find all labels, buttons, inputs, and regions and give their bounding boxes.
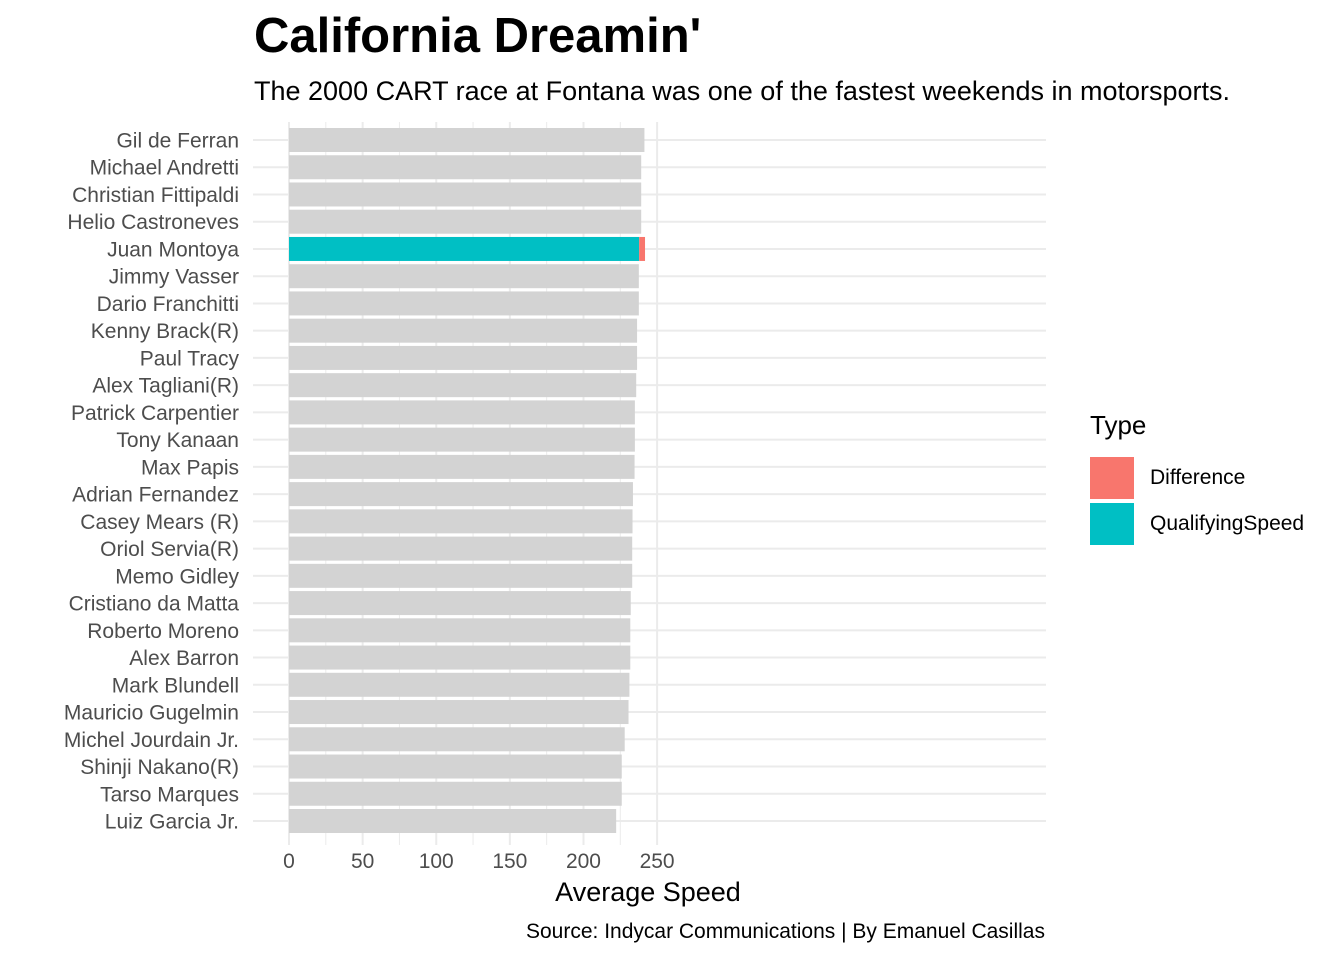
y-axis-label: Alex Tagliani(R) (92, 375, 239, 398)
y-axis-label: Michael Andretti (90, 157, 239, 180)
y-axis-label: Tony Kanaan (116, 429, 239, 452)
y-axis-label: Max Papis (141, 456, 239, 479)
x-axis-tick-label: 100 (419, 850, 454, 873)
bar-qualifying-luiz-garcia-jr (289, 809, 617, 833)
y-axis-labels: Gil de Ferran Michael Andretti Christian F… (64, 130, 240, 834)
legend: Type Difference QualifyingSpeed (1090, 410, 1304, 547)
bar-qualifying-jimmy-vasser (289, 264, 639, 289)
bar-qualifying-max-papis (289, 454, 635, 479)
y-axis-label: Casey Mears (R) (80, 511, 239, 534)
bar-qualifying-alex-barron (289, 645, 631, 670)
chart-caption: Source: Indycar Communications | By Eman… (525, 920, 1045, 943)
chart-title: California Dreamin' (254, 9, 702, 63)
y-axis-label: Jimmy Vasser (109, 266, 239, 289)
y-axis-label: Tarso Marques (100, 783, 239, 806)
legend-title: Type (1090, 410, 1147, 440)
bar-qualifying-christian-fittipaldi (289, 182, 642, 207)
chart-subtitle: The 2000 CART race at Fontana was one of… (254, 76, 1231, 106)
legend-label-qualifyingspeed: QualifyingSpeed (1150, 512, 1305, 535)
y-axis-label: Memo Gidley (115, 565, 239, 588)
y-axis-label: Patrick Carpentier (71, 402, 239, 425)
y-axis-label: Oriol Servia(R) (100, 538, 239, 561)
bar-qualifying-helio-castroneves (289, 209, 642, 234)
x-axis-tick-label: 150 (492, 850, 527, 873)
bar-qualifying-alex-tagliani-r (289, 373, 637, 398)
y-axis-label: Michel Jourdain Jr. (64, 729, 239, 752)
legend-item-qualifyingspeed: QualifyingSpeed (1090, 501, 1304, 547)
bar-qualifying-kenny-brack-r (289, 318, 638, 343)
x-axis-tick-label: 200 (566, 850, 601, 873)
y-axis-label: Juan Montoya (107, 238, 239, 261)
y-axis-label: Gil de Ferran (116, 130, 239, 153)
bars (289, 128, 646, 833)
y-axis-label: Mark Blundell (112, 674, 239, 697)
x-axis-title: Average Speed (555, 877, 741, 907)
bar-qualifying-gil-de-ferran (289, 128, 645, 152)
legend-swatch-qualifyingspeed (1090, 503, 1134, 545)
x-axis-tick-label: 250 (640, 850, 675, 873)
x-axis-tick-label: 0 (283, 850, 295, 873)
y-axis-label: Dario Franchitti (97, 293, 239, 316)
y-axis-label: Shinji Nakano(R) (80, 756, 239, 779)
y-axis-label: Helio Castroneves (67, 211, 239, 234)
bar-qualifying-oriol-servia-r (289, 536, 633, 561)
y-axis-label: Kenny Brack(R) (91, 320, 239, 343)
bar-difference-juan-montoya (639, 236, 646, 261)
y-axis-label: Alex Barron (129, 647, 239, 670)
bar-qualifying-shinji-nakano-r (289, 754, 622, 779)
bar-qualifying-mark-blundell (289, 672, 630, 697)
y-axis-label: Mauricio Gugelmin (64, 702, 239, 725)
y-axis-label: Cristiano da Matta (69, 593, 240, 616)
y-axis-label: Luiz Garcia Jr. (105, 811, 239, 834)
bar-qualifying-paul-tracy (289, 345, 638, 370)
legend-label-difference: Difference (1150, 466, 1246, 489)
y-axis-label: Paul Tracy (140, 347, 240, 370)
bar-qualifying-tony-kanaan (289, 427, 635, 452)
bar-qualifying-juan-montoya (289, 236, 640, 261)
bar-qualifying-patrick-carpentier (289, 400, 635, 425)
bar-qualifying-casey-mears-r (289, 509, 633, 534)
bar-qualifying-tarso-marques (289, 781, 622, 806)
bar-qualifying-michael-andretti (289, 155, 642, 180)
bar-qualifying-memo-gidley (289, 563, 633, 588)
bar-qualifying-michel-jourdain-jr (289, 727, 625, 752)
legend-swatch-difference (1090, 457, 1134, 499)
x-axis-ticks: 0 50 100 150 200 250 (283, 850, 674, 873)
bar-qualifying-dario-franchitti (289, 291, 639, 316)
bar-qualifying-roberto-moreno (289, 618, 631, 643)
bar-qualifying-adrian-fernandez (289, 482, 633, 507)
y-axis-label: Adrian Fernandez (72, 484, 239, 507)
y-axis-label: Roberto Moreno (87, 620, 239, 643)
x-axis-tick-label: 50 (351, 850, 374, 873)
y-axis-label: Christian Fittipaldi (72, 184, 239, 207)
bar-qualifying-cristiano-da-matta (289, 591, 631, 616)
legend-item-difference: Difference (1090, 455, 1304, 501)
bar-qualifying-mauricio-gugelmin (289, 700, 629, 725)
